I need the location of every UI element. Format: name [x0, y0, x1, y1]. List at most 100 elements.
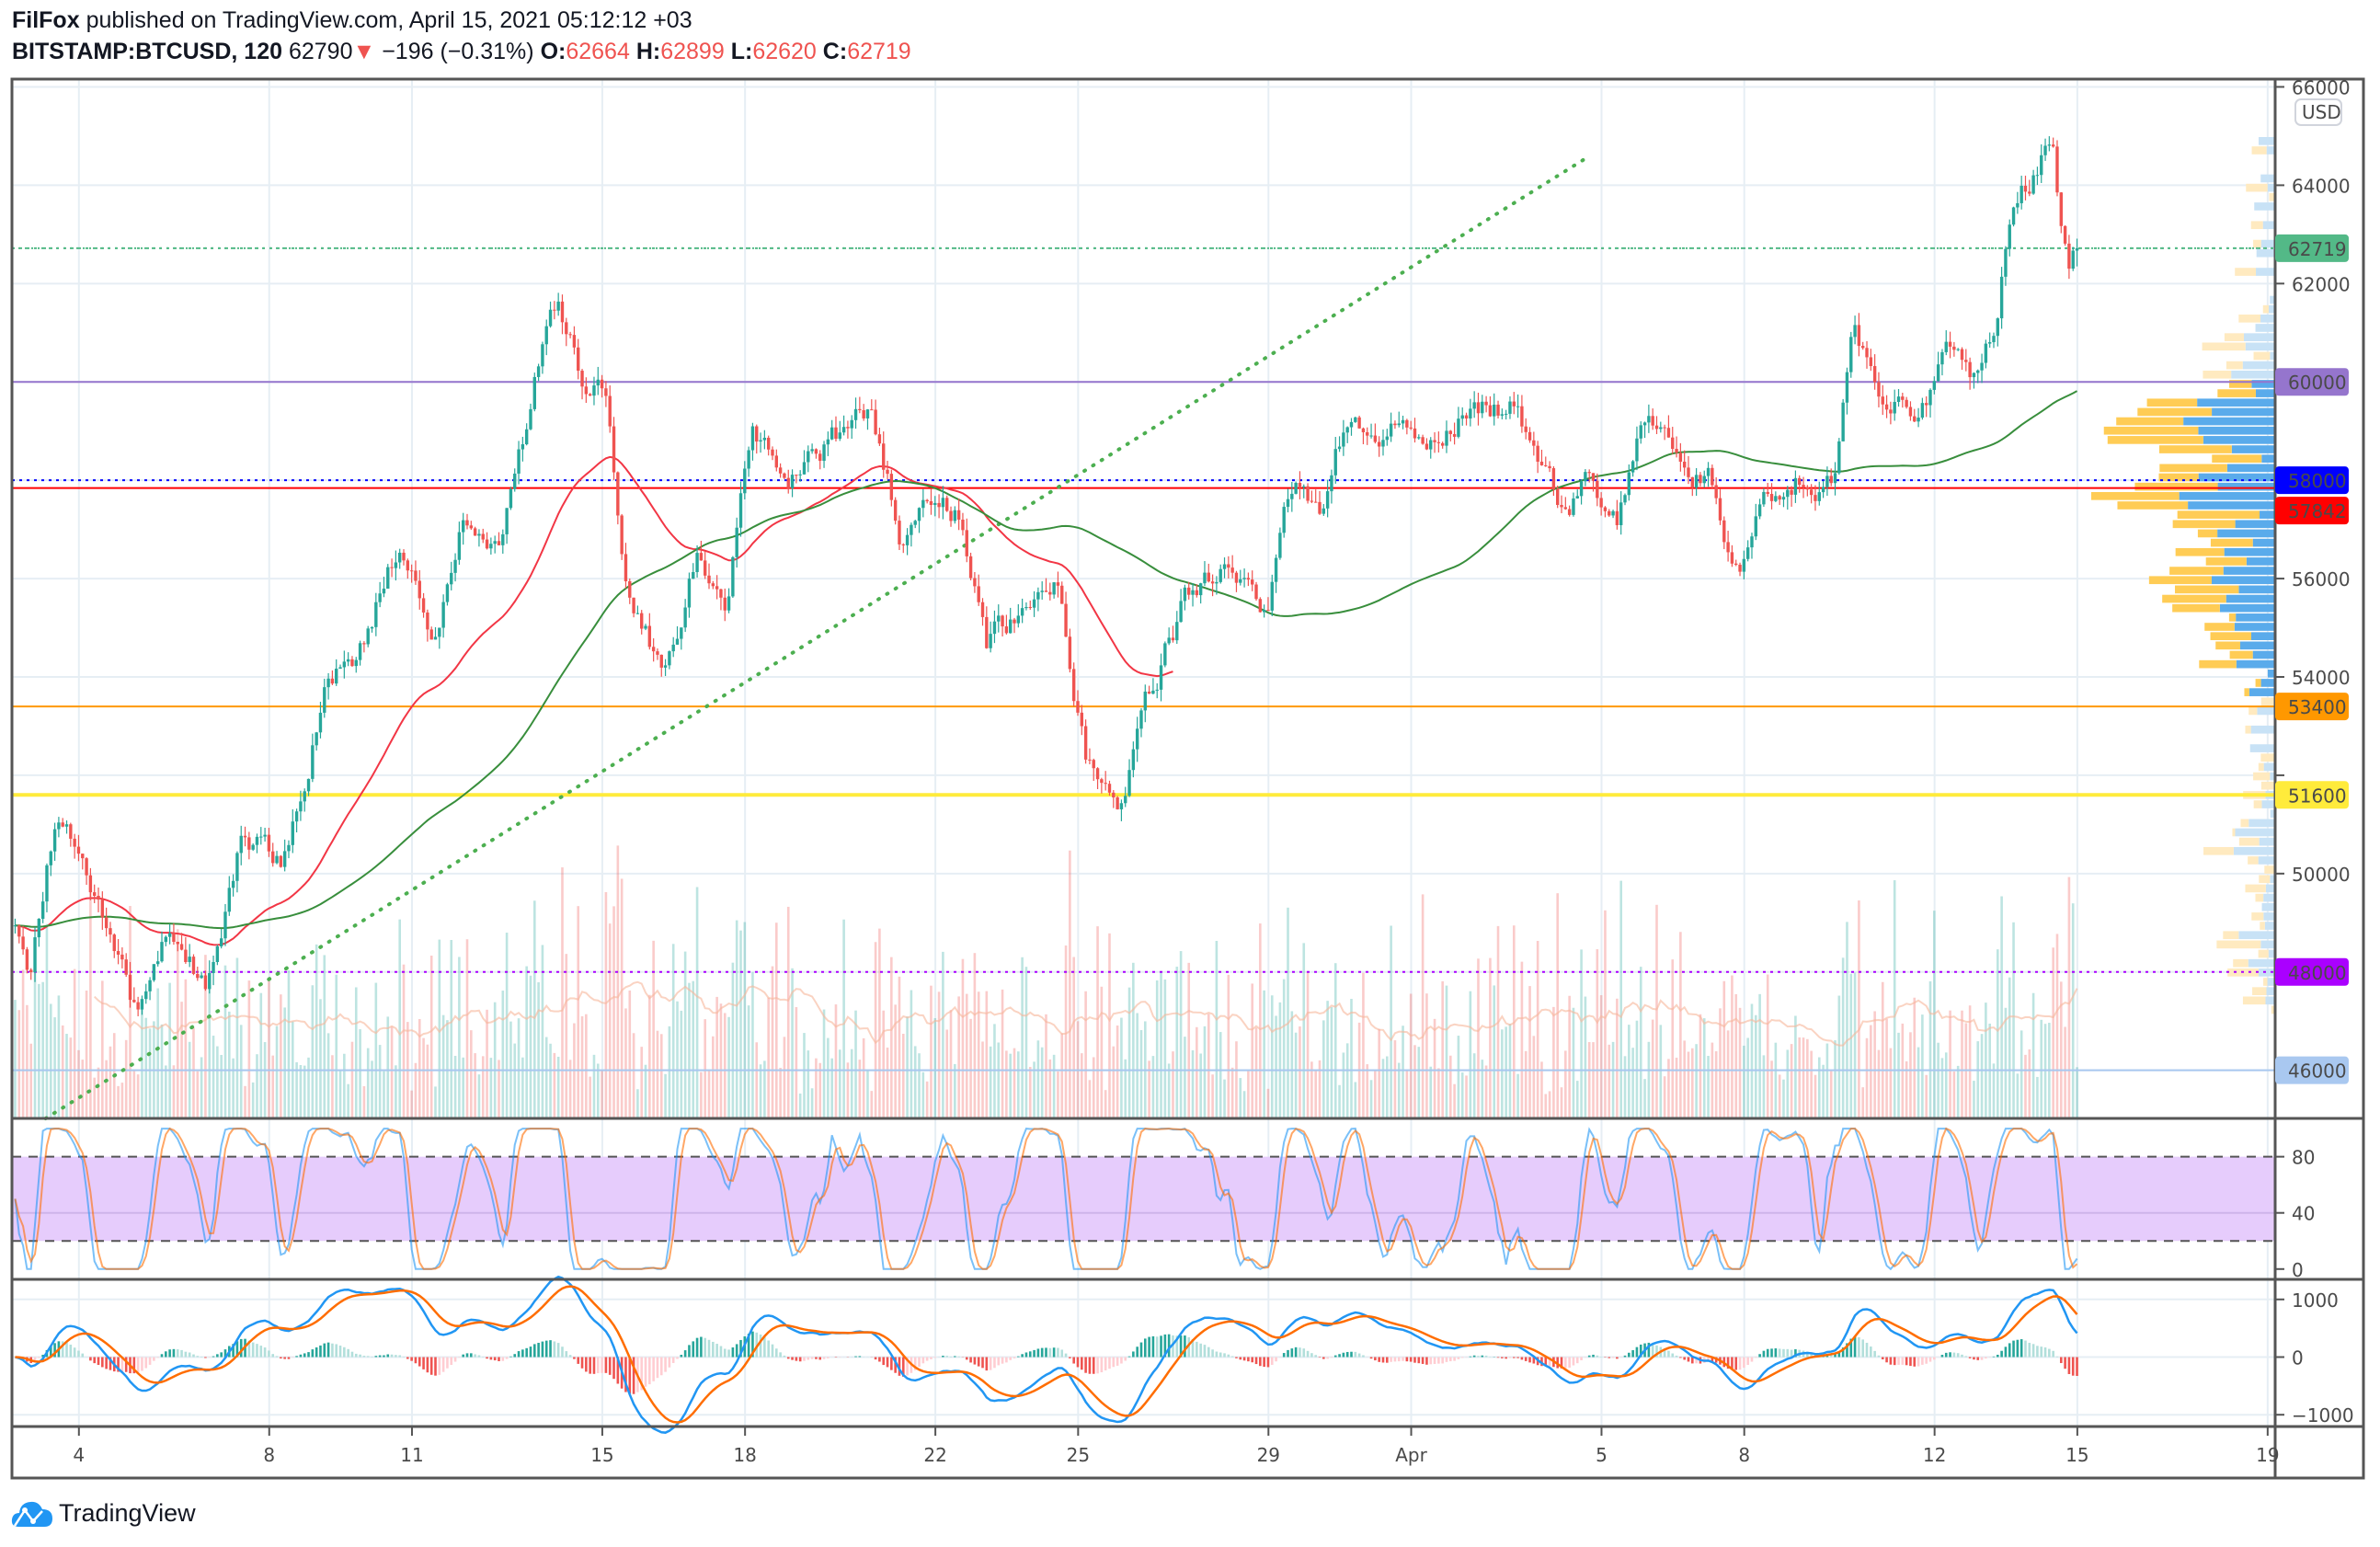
macd-histogram-bar [977, 1357, 980, 1367]
candle-body [1294, 482, 1298, 494]
volume-bar [1366, 1064, 1369, 1118]
candle-body [992, 621, 997, 635]
candle-body [33, 937, 37, 973]
currency-button[interactable] [2294, 98, 2342, 126]
macd-histogram-bar [453, 1357, 457, 1362]
macd-histogram-bar [1794, 1349, 1797, 1358]
macd-histogram-bar [1961, 1354, 1963, 1358]
axes[interactable]: 660006400062000560005400050000USD8040010… [73, 76, 2353, 1466]
volume-bar [910, 990, 913, 1118]
volume-bar [957, 996, 960, 1118]
macd-histogram-bar [2052, 1350, 2054, 1358]
macd-histogram-bar [1790, 1349, 1793, 1358]
author-name[interactable]: FilFox [12, 7, 80, 33]
candle-body [330, 678, 335, 684]
candle-body [644, 625, 647, 629]
volume-bar [93, 1077, 97, 1118]
volume-profile-down [2269, 192, 2275, 201]
macd-histogram-bar [767, 1340, 770, 1358]
volume-bar [124, 1039, 128, 1118]
macd-histogram-bar [132, 1357, 136, 1374]
candle-body [73, 838, 76, 847]
stoch-d-line [14, 1127, 2078, 1270]
volume-profile-down [2260, 697, 2275, 706]
volume-bar [632, 1033, 635, 1118]
volume-bar [1968, 1005, 1972, 1118]
volume-bar [700, 1071, 703, 1118]
volume-bar [1184, 1037, 1186, 1118]
macd-histogram-bar [1520, 1357, 1524, 1360]
horizontal-levels[interactable] [12, 246, 2275, 1071]
stoch-rsi-pane[interactable] [12, 1155, 2275, 1243]
volume-profile-up [2238, 585, 2275, 594]
macd-histogram-bar [136, 1357, 140, 1373]
low-label: L: [730, 39, 753, 64]
macd-histogram-bar [989, 1357, 992, 1370]
macd-histogram-bar [1687, 1357, 1690, 1362]
candle-body [160, 942, 164, 962]
candle-body [882, 443, 886, 470]
candle-body [390, 567, 394, 568]
volume-bar [446, 1020, 449, 1118]
candle-body [1413, 428, 1417, 439]
candle-body [1999, 276, 2004, 319]
macd-histogram-bar [378, 1355, 382, 1358]
candle-body [1627, 472, 1631, 496]
volume-profile-down [2117, 501, 2189, 510]
volume-profile-up [2236, 613, 2275, 622]
candle-body [1500, 414, 1505, 416]
candle-body [1080, 712, 1084, 727]
macd-histogram-bar [2048, 1348, 2051, 1358]
volume-bar [783, 1037, 786, 1118]
time-tick-label: 19 [2256, 1444, 2279, 1466]
candle-body [259, 836, 263, 838]
volume-bar [1940, 1058, 1944, 1118]
macd-histogram-bar [1877, 1355, 1881, 1358]
macd-pane[interactable] [12, 1275, 2275, 1434]
tradingview-logo[interactable]: TradingView [11, 1497, 196, 1529]
volume-bar [553, 1052, 556, 1118]
macd-histogram-bar [434, 1357, 437, 1376]
candle-body [1702, 476, 1706, 484]
volume-bar [1905, 1060, 1908, 1118]
volume-bar [719, 1003, 723, 1118]
candle-body [671, 644, 675, 652]
candle-body [231, 880, 235, 888]
trend-line[interactable] [43, 154, 1592, 1121]
macd-histogram-bar [1913, 1357, 1917, 1367]
macd-histogram-bar [1997, 1354, 1999, 1358]
volume-bar [1402, 1026, 1404, 1118]
macd-histogram-bar [1076, 1357, 1080, 1368]
volume-bar [1702, 1018, 1706, 1118]
volume-bar [223, 965, 227, 1118]
volume-bar [652, 940, 655, 1118]
candle-body [715, 586, 719, 590]
volume-bar [659, 1034, 663, 1118]
candle-body [426, 612, 429, 630]
volume-bar [73, 968, 76, 1118]
volume-profile-up [2270, 809, 2275, 818]
candle-body [1539, 461, 1544, 465]
candle-body [1421, 437, 1425, 444]
price-tag-46000 [2275, 1056, 2349, 1084]
volume-bar [498, 1060, 500, 1118]
candle-body [886, 469, 889, 475]
candle-body [1845, 372, 1849, 403]
candle-body [2035, 175, 2040, 177]
candle-body [1095, 768, 1100, 780]
volume-bar [1738, 1007, 1742, 1118]
macd-histogram-bar [1215, 1351, 1219, 1358]
candle-body [1330, 475, 1333, 492]
macd-histogram-bar [771, 1344, 774, 1358]
candle-body [1599, 498, 1603, 508]
candle-body [1032, 599, 1036, 608]
macd-histogram-bar [1909, 1357, 1912, 1367]
candle-body [342, 661, 347, 668]
macd-histogram-bar [1834, 1354, 1836, 1358]
volume-bar [2036, 1076, 2039, 1118]
volume-bar [997, 1042, 1001, 1118]
candle-body [1896, 396, 1901, 402]
macd-histogram-bar [1889, 1357, 1893, 1365]
macd-histogram-bar [719, 1346, 723, 1358]
